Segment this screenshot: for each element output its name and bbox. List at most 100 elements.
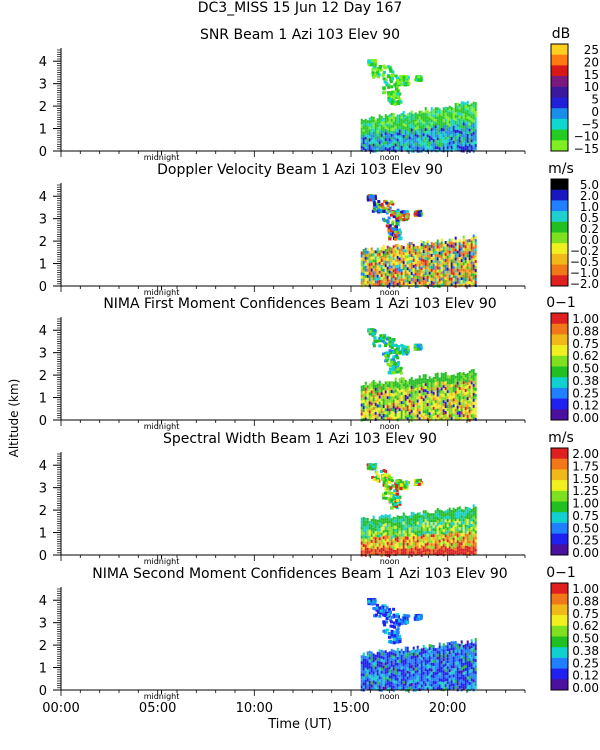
heatmap-cell: [392, 145, 395, 149]
heatmap-cell: [405, 215, 409, 219]
heatmap-cell: [436, 405, 439, 409]
heatmap-cell: [458, 375, 461, 378]
heatmap-cell: [468, 376, 471, 380]
heatmap-cell: [386, 266, 389, 270]
heatmap-cell: [402, 674, 405, 678]
heatmap-cell: [462, 405, 465, 409]
heatmap-cell: [472, 258, 475, 262]
heatmap-cell: [466, 415, 469, 419]
heatmap-cell: [382, 548, 385, 552]
heatmap-cell: [396, 249, 399, 253]
heatmap-cell: [388, 399, 391, 403]
heatmap-cell: [386, 535, 389, 539]
heatmap-cell: [384, 487, 388, 491]
heatmap-cell: [362, 397, 365, 400]
heatmap-cell: [418, 275, 421, 279]
heatmap-cell: [436, 128, 439, 132]
heatmap-cell: [402, 147, 405, 150]
heatmap-cell: [405, 480, 409, 484]
heatmap-cell: [444, 271, 447, 274]
heatmap-cell: [410, 394, 413, 398]
heatmap-cell: [398, 269, 401, 273]
heatmap-cell: [394, 386, 397, 390]
heatmap-cell: [464, 260, 467, 264]
heatmap-cell: [472, 377, 475, 381]
heatmap-cell: [360, 127, 363, 131]
heatmap-cell: [450, 539, 453, 543]
heatmap-cell: [416, 281, 419, 285]
heatmap-cell: [410, 409, 413, 413]
heatmap-cell: [456, 262, 459, 266]
heatmap-cell: [415, 76, 419, 80]
heatmap-cell: [466, 409, 469, 413]
colorbar-label: −2.0: [570, 277, 599, 291]
heatmap-cell: [412, 122, 415, 126]
heatmap-cell: [454, 515, 457, 518]
heatmap-cell: [426, 391, 429, 394]
heatmap-cell: [438, 245, 441, 249]
heatmap-cell: [364, 271, 367, 275]
heatmap-cell: [456, 543, 459, 547]
heatmap-cell: [382, 87, 386, 91]
colorbar-swatch: [551, 398, 568, 410]
heatmap-cell: [382, 147, 385, 151]
heatmap-cell: [440, 277, 443, 281]
heatmap-cell: [362, 658, 365, 662]
heatmap-cell: [371, 194, 375, 198]
heatmap-cell: [390, 253, 393, 257]
colorbar-swatch: [551, 179, 568, 191]
heatmap-cell: [376, 410, 379, 414]
heatmap-cell: [458, 518, 461, 522]
heatmap-cell: [442, 125, 445, 129]
heatmap-cell: [454, 414, 457, 418]
heatmap-cell: [412, 545, 415, 549]
heatmap-cell: [448, 108, 451, 112]
heatmap-cell: [404, 118, 407, 121]
heatmap-cell: [432, 385, 435, 389]
heatmap-cell: [406, 264, 409, 268]
heatmap-cell: [402, 126, 405, 129]
heatmap-cell: [402, 141, 405, 144]
heatmap-cell: [434, 250, 437, 254]
heatmap-cell: [450, 116, 453, 119]
heatmap-cell: [384, 656, 387, 660]
heatmap-cell: [410, 376, 413, 380]
heatmap-cell: [366, 678, 369, 682]
heatmap-cell: [456, 381, 459, 385]
heatmap-cell: [391, 95, 395, 98]
heatmap-cell: [360, 517, 363, 521]
heatmap-cell: [434, 522, 437, 526]
heatmap-cell: [396, 255, 399, 259]
heatmap-cell: [368, 144, 371, 148]
heatmap-cell: [470, 408, 473, 412]
heatmap-cell: [396, 382, 399, 386]
colorbar-label: 0.50: [572, 362, 599, 376]
heatmap-cell: [410, 269, 413, 272]
heatmap-cell: [466, 260, 469, 264]
heatmap-cell: [456, 387, 459, 391]
heatmap-cell: [416, 405, 419, 409]
heatmap-cell: [446, 264, 449, 268]
heatmap-cell: [426, 412, 429, 415]
heatmap-cell: [404, 249, 407, 253]
heatmap-cell: [370, 657, 373, 661]
colorbar-label: 0.75: [572, 337, 599, 351]
heatmap-cell: [366, 463, 370, 467]
heatmap-cell: [472, 131, 475, 135]
heatmap-cell: [450, 512, 453, 516]
heatmap-cell: [366, 547, 369, 551]
heatmap-cell: [444, 124, 447, 128]
heatmap-cell: [390, 142, 393, 146]
heatmap-cell: [428, 144, 431, 148]
heatmap-cell: [368, 330, 372, 334]
heatmap-cell: [460, 539, 463, 543]
heatmap-cell: [460, 274, 463, 278]
heatmap-cell: [436, 248, 439, 252]
heatmap-cell: [396, 92, 400, 96]
heatmap-cell: [402, 395, 405, 399]
heatmap-cell: [398, 683, 401, 687]
heatmap-cell: [454, 524, 457, 527]
heatmap-cell: [474, 405, 477, 409]
heatmap-cell: [386, 260, 389, 264]
heatmap-cell: [402, 407, 405, 411]
